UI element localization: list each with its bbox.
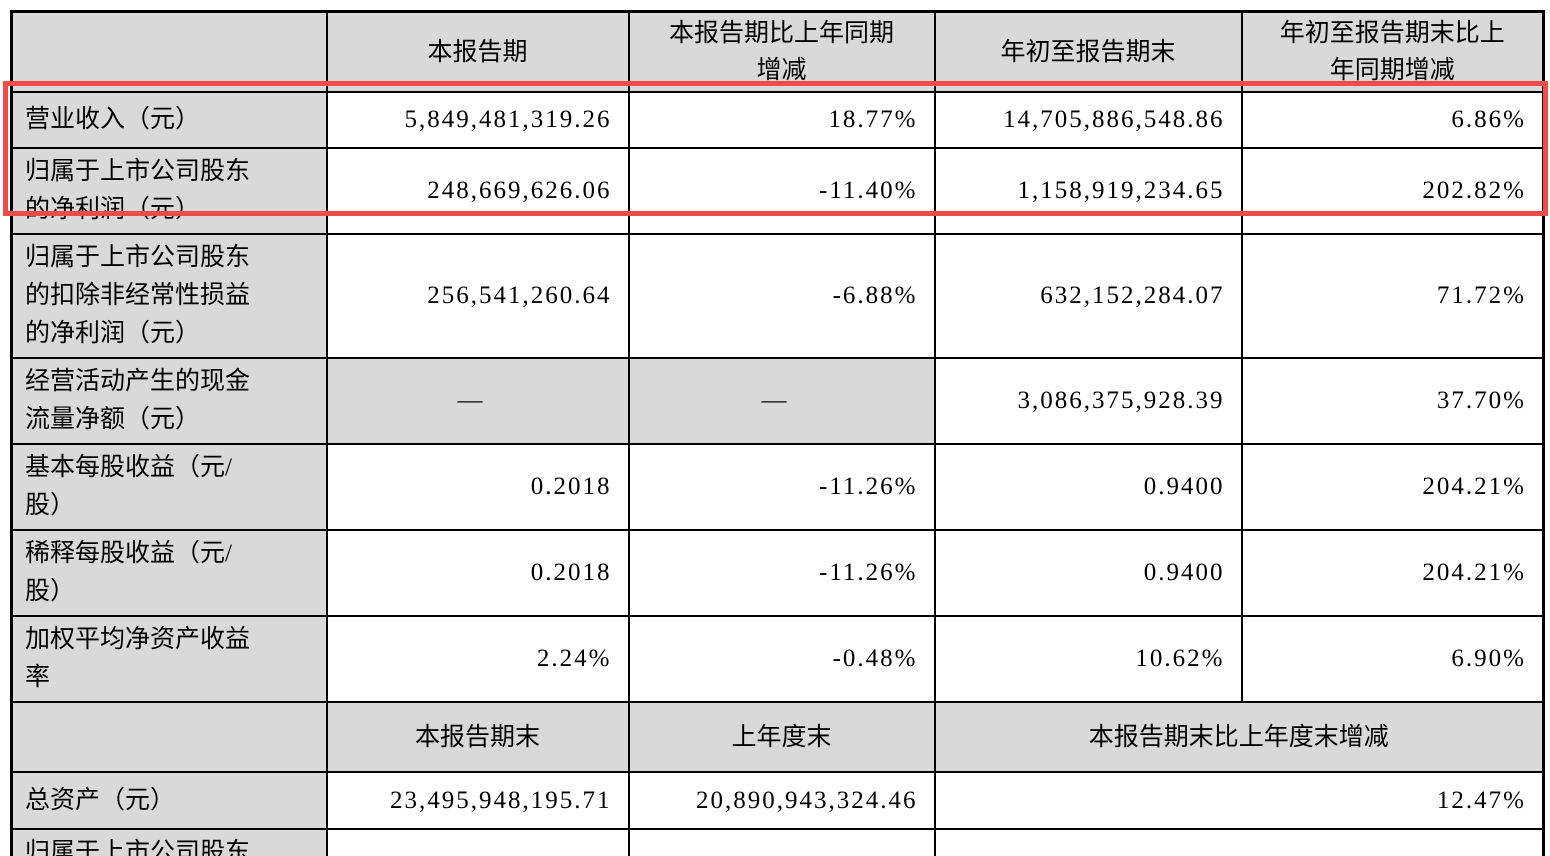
column-header-period-end-change: 本报告期末比上年度末增减 — [933, 701, 1545, 773]
column-header-current-period: 本报告期 — [325, 10, 630, 93]
value-cell: 202.82% — [1240, 147, 1545, 235]
table-row: 归属于上市公司股东 的所有者权益（元） 11,359,046,094.47 10… — [10, 828, 1545, 856]
value-cell: 10.62% — [933, 615, 1243, 703]
value-cell: 11,359,046,094.47 — [325, 828, 630, 856]
value-cell: 23,495,948,195.71 — [325, 771, 630, 830]
value-cell: -11.40% — [627, 147, 936, 235]
value-cell: -11.26% — [627, 529, 936, 617]
corner-cell — [10, 701, 328, 773]
column-header-yoy-change: 本报告期比上年同期 增减 — [627, 10, 936, 93]
value-cell: 12.47% — [933, 771, 1545, 830]
row-label-weighted-avg-roe: 加权平均净资产收益 率 — [10, 615, 328, 703]
value-cell: 0.2018 — [325, 443, 630, 531]
value-cell: 6.90% — [1240, 615, 1545, 703]
value-cell: 0.9400 — [933, 443, 1243, 531]
table-header-row-2: 本报告期末 上年度末 本报告期末比上年度末增减 — [10, 701, 1545, 773]
value-cell: -0.48% — [627, 615, 936, 703]
column-header-ytd: 年初至报告期末 — [933, 10, 1243, 93]
table-row: 营业收入（元） 5,849,481,319.26 18.77% 14,705,8… — [10, 91, 1545, 149]
value-cell: 1,158,919,234.65 — [933, 147, 1243, 235]
row-label-operating-cash-flow: 经营活动产生的现金 流量净额（元） — [10, 357, 328, 445]
key-financials-table: 本报告期 本报告期比上年同期 增减 年初至报告期末 年初至报告期末比上 年同期增… — [10, 10, 1545, 856]
table-row: 基本每股收益（元/ 股） 0.2018 -11.26% 0.9400 204.2… — [10, 443, 1545, 531]
value-cell: 8.80% — [933, 828, 1545, 856]
value-cell: 71.72% — [1240, 233, 1545, 359]
value-cell: 18.77% — [627, 91, 936, 149]
value-cell: -6.88% — [627, 233, 936, 359]
table-row: 稀释每股收益（元/ 股） 0.2018 -11.26% 0.9400 204.2… — [10, 529, 1545, 617]
row-label-total-assets: 总资产（元） — [10, 771, 328, 830]
value-cell: 0.2018 — [325, 529, 630, 617]
row-label-net-profit: 归属于上市公司股东 的净利润（元） — [10, 147, 328, 235]
row-label-diluted-eps: 稀释每股收益（元/ 股） — [10, 529, 328, 617]
value-cell: 3,086,375,928.39 — [933, 357, 1243, 445]
value-cell: 256,541,260.64 — [325, 233, 630, 359]
corner-cell — [10, 10, 328, 93]
value-cell: 204.21% — [1240, 443, 1545, 531]
value-cell: 248,669,626.06 — [325, 147, 630, 235]
row-label-shareholders-equity: 归属于上市公司股东 的所有者权益（元） — [10, 828, 328, 856]
table-row: 归属于上市公司股东 的扣除非经常性损益 的净利润（元） 256,541,260.… — [10, 233, 1545, 359]
table-row: 经营活动产生的现金 流量净额（元） — — 3,086,375,928.39 3… — [10, 357, 1545, 445]
row-label-revenue: 营业收入（元） — [10, 91, 328, 149]
row-label-basic-eps: 基本每股收益（元/ 股） — [10, 443, 328, 531]
row-label-net-profit-excl-nonrecurring: 归属于上市公司股东 的扣除非经常性损益 的净利润（元） — [10, 233, 328, 359]
value-cell-na: — — [627, 357, 936, 445]
value-cell: 2.24% — [325, 615, 630, 703]
value-cell: 10,439,998,355.63 — [627, 828, 936, 856]
value-cell: 204.21% — [1240, 529, 1545, 617]
column-header-period-end: 本报告期末 — [325, 701, 630, 773]
value-cell: 5,849,481,319.26 — [325, 91, 630, 149]
table-row: 加权平均净资产收益 率 2.24% -0.48% 10.62% 6.90% — [10, 615, 1545, 703]
table-row: 总资产（元） 23,495,948,195.71 20,890,943,324.… — [10, 771, 1545, 830]
column-header-prior-year-end: 上年度末 — [627, 701, 936, 773]
value-cell: 37.70% — [1240, 357, 1545, 445]
column-header-ytd-yoy-change: 年初至报告期末比上 年同期增减 — [1240, 10, 1545, 93]
value-cell: -11.26% — [627, 443, 936, 531]
value-cell: 632,152,284.07 — [933, 233, 1243, 359]
value-cell-na: — — [325, 357, 630, 445]
value-cell: 0.9400 — [933, 529, 1243, 617]
value-cell: 6.86% — [1240, 91, 1545, 149]
table-row: 归属于上市公司股东 的净利润（元） 248,669,626.06 -11.40%… — [10, 147, 1545, 235]
value-cell: 20,890,943,324.46 — [627, 771, 936, 830]
value-cell: 14,705,886,548.86 — [933, 91, 1243, 149]
table-header-row: 本报告期 本报告期比上年同期 增减 年初至报告期末 年初至报告期末比上 年同期增… — [10, 10, 1545, 93]
